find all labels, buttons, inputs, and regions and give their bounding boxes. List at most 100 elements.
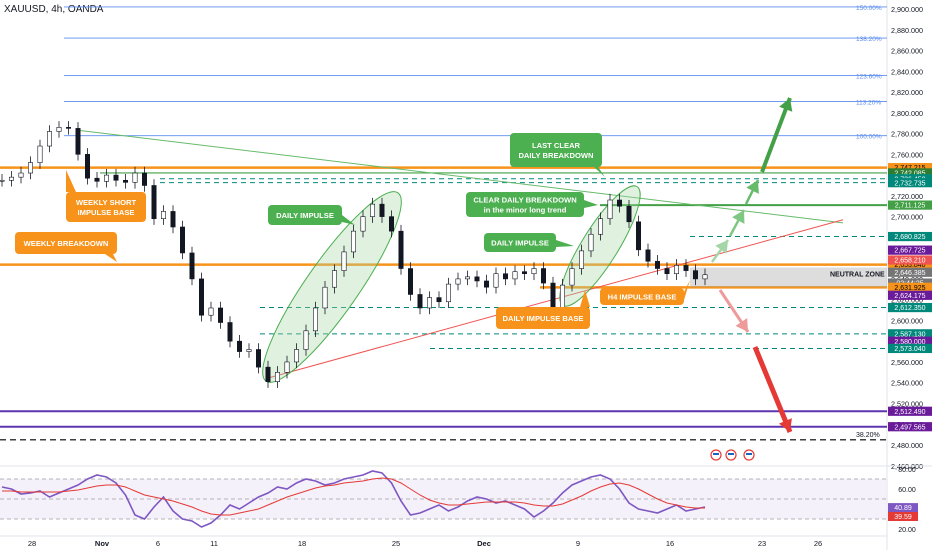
- candle-body: [388, 216, 394, 232]
- rsi-line: [1, 470, 706, 528]
- annotation-text: DAILY IMPULSE: [276, 211, 334, 220]
- note-last-clear-breakdown-pointer: [594, 167, 605, 177]
- price-tick-label: 2,540.000: [891, 379, 923, 388]
- x-tick-label: Nov: [95, 539, 110, 548]
- price-label: 2,711.125: [895, 203, 926, 210]
- price-label: 2,587.130: [894, 331, 925, 338]
- candle-body: [350, 230, 356, 253]
- price-tick-label: 2,560.000: [891, 358, 923, 367]
- price-label: 2,680.825: [894, 234, 925, 241]
- candle-body: [104, 174, 110, 182]
- candle-body: [673, 265, 679, 275]
- candle-body: [369, 203, 375, 217]
- candle-body: [37, 145, 43, 163]
- rsi-signal-line: [2, 477, 705, 516]
- price-label: 2,512.490: [894, 409, 925, 416]
- price-tick-label: 2,620.000: [891, 296, 923, 305]
- candle-body: [170, 211, 176, 228]
- bull-arrow-4-shaft: [760, 97, 792, 173]
- price-label-bg: [888, 231, 932, 242]
- x-tick-label: 18: [298, 539, 306, 548]
- note-h4-impulse-base-pointer: [684, 280, 690, 300]
- price-label: 2,653.840: [894, 262, 925, 269]
- x-tick-label: 25: [392, 539, 400, 548]
- rsi-tick-label: 20.00: [898, 527, 916, 534]
- fib-label: 100.00%: [856, 134, 882, 141]
- candle-body: [559, 284, 565, 309]
- fib-label: 150.00%: [856, 5, 882, 12]
- price-label-bg: [888, 168, 932, 178]
- price-tick-label: 2,900.000: [891, 5, 923, 14]
- rsi-tick-label: 60.00: [898, 487, 916, 494]
- bull-arrow-4-head: [779, 98, 793, 112]
- x-tick-label: 26: [814, 539, 822, 548]
- price-label-bg: [888, 163, 932, 173]
- candle-body: [113, 174, 119, 181]
- price-tick-label: 2,700.000: [891, 213, 923, 222]
- rsi-value-bg: [888, 503, 918, 513]
- candle-body: [569, 268, 575, 286]
- note-weekly-breakdown: [15, 232, 117, 254]
- price-label-bg: [888, 343, 932, 354]
- x-tick-label: 6: [156, 539, 160, 548]
- price-label: 2,580.000: [894, 339, 925, 346]
- bull-arrow-1-head: [715, 240, 728, 254]
- trendline-green: [79, 129, 844, 224]
- candle-body: [9, 176, 15, 181]
- note-daily-impulse-2-pointer: [556, 240, 574, 247]
- candle-body: [322, 286, 328, 309]
- candle-body: [664, 268, 670, 275]
- candle-body: [398, 230, 404, 269]
- price-label: 2,624.175: [894, 293, 925, 300]
- note-clear-daily-breakdown-pointer: [584, 200, 598, 208]
- price-label-bg: [888, 422, 932, 432]
- price-label: 2,667.725: [894, 248, 925, 255]
- candle-body: [426, 297, 432, 309]
- candle-body: [578, 250, 584, 269]
- note-daily-impulse-base: [496, 307, 590, 329]
- candle-body: [512, 271, 518, 280]
- candle-body: [436, 297, 442, 303]
- price-tick-label: 2,780.000: [891, 130, 923, 139]
- x-tick-label: 11: [210, 539, 218, 548]
- price-label-bg: [888, 290, 932, 300]
- x-tick-label: 28: [28, 539, 36, 548]
- fib-label: 138.20%: [856, 36, 882, 43]
- annotation-text: LAST CLEAR: [532, 141, 581, 150]
- chart-symbol: XAUUSD, 4h, OANDA: [4, 4, 104, 15]
- price-label-bg: [888, 200, 932, 210]
- note-last-clear-breakdown: [510, 133, 602, 167]
- trendline-red: [269, 219, 844, 379]
- candle-body: [255, 349, 261, 368]
- fib-label: 113.20%: [856, 99, 881, 106]
- candle-body: [246, 349, 252, 352]
- neutral-zone: [690, 267, 887, 288]
- event-flag-stripe: [746, 453, 752, 455]
- fib-label: 123.60%: [856, 73, 882, 80]
- fib-label: 38.20%: [856, 432, 880, 439]
- x-tick-label: Dec: [477, 539, 491, 548]
- candle-body: [550, 282, 556, 309]
- annotation-text: CLEAR DAILY BREAKDOWN: [473, 196, 576, 205]
- candle-body: [464, 276, 470, 280]
- candle-body: [199, 278, 205, 316]
- candle-body: [0, 179, 5, 182]
- candle-body: [75, 128, 81, 155]
- price-tick-label: 2,820.000: [891, 88, 923, 97]
- candle-body: [521, 271, 527, 275]
- candle-body: [331, 270, 337, 288]
- candle-body: [445, 283, 451, 303]
- price-tick-label: 2,860.000: [891, 47, 923, 56]
- candle-body: [189, 252, 195, 280]
- annotation-text: in the minor long trend: [484, 206, 567, 215]
- candle-body: [237, 340, 243, 352]
- note-clear-daily-breakdown: [466, 192, 584, 217]
- note-weekly-short-base-pointer: [66, 170, 76, 192]
- note-daily-impulse-1-pointer: [342, 215, 355, 225]
- annotation-text: DAILY IMPULSE: [491, 239, 549, 248]
- candle-body: [483, 280, 489, 288]
- candle-body: [645, 249, 651, 262]
- note-weekly-short-base: [66, 192, 146, 222]
- candle-body: [493, 273, 499, 288]
